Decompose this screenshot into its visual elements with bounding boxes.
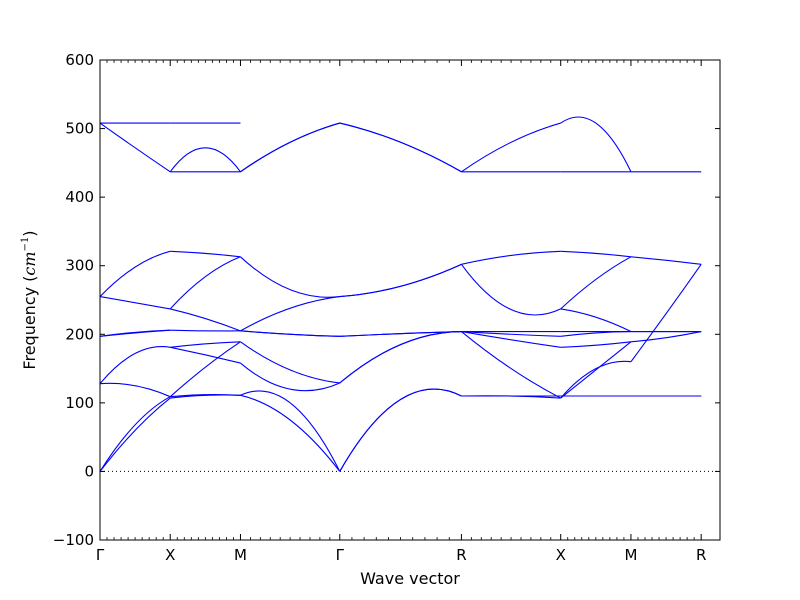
band-branch-5-2: [560, 341, 632, 399]
band-branch-1-5: [170, 329, 241, 332]
band-branch-2-6: [240, 296, 340, 332]
band-branch-4-3: [461, 330, 561, 348]
band-branch-2-3: [240, 362, 340, 392]
band-branch-2-5: [240, 330, 340, 337]
y-tick-label: 400: [65, 188, 94, 206]
band-branch-0-2: [99, 382, 171, 398]
x-tick-label: Γ: [336, 546, 345, 564]
band-branch-6-3: [630, 264, 702, 363]
band-branch-6-2: [630, 331, 702, 343]
band-branch-0-5: [99, 329, 171, 337]
x-tick-label: M: [624, 546, 637, 564]
y-tick-label: 200: [65, 325, 94, 343]
band-branch-3-5: [339, 330, 462, 337]
x-tick-label: Γ: [96, 546, 105, 564]
band-branch-5-11: [560, 116, 632, 173]
band-branch-5-9: [560, 250, 632, 258]
x-tick-label: R: [696, 546, 706, 564]
band-branch-1-6: [170, 308, 241, 332]
band-branch-5-7: [560, 308, 632, 333]
band-branch-6-6: [630, 256, 702, 265]
band-branch-4-7: [461, 250, 561, 265]
band-branch-1-4: [170, 346, 241, 364]
band-branch-0-8: [99, 122, 171, 173]
band-branch-1-8: [170, 250, 241, 258]
band-branch-2-2: [240, 341, 340, 384]
band-branch-3-9: [339, 122, 462, 173]
band-branch-1-3: [170, 341, 241, 348]
band-branch-2-9: [240, 122, 340, 173]
plot-area: [99, 116, 720, 472]
band-branch-0-0: [99, 397, 171, 472]
band-branch-4-6: [460, 264, 561, 316]
band-branch-5-8: [560, 256, 632, 310]
band-branch-0-1: [99, 396, 171, 472]
band-branch-3-1: [339, 388, 462, 472]
x-tick-label: X: [556, 546, 566, 564]
y-tick-label: 300: [65, 257, 94, 275]
band-branch-4-9: [461, 122, 561, 173]
band-branch-3-7: [339, 263, 462, 298]
band-branch-1-2: [169, 341, 241, 398]
y-axis-label: Frequency (cm−1): [20, 230, 39, 369]
axes-frame: [99, 59, 721, 541]
band-branch-5-3: [560, 360, 632, 399]
x-tick-label: M: [234, 546, 247, 564]
y-axis-ticks: −100 0 100 200 300 400 500 600: [53, 51, 720, 549]
y-tick-label: 0: [84, 462, 94, 480]
band-branch-2-1: [240, 390, 341, 472]
band-branch-4-5: [461, 330, 561, 337]
y-tick-label: 600: [65, 51, 94, 69]
band-branch-4-2: [461, 331, 561, 399]
y-tick-label: 500: [65, 120, 94, 138]
y-tick-label: −100: [53, 531, 94, 549]
band-branch-2-7: [240, 256, 340, 298]
band-branch-0-6: [99, 296, 171, 310]
band-branch-4-1: [461, 395, 561, 399]
x-tick-label: X: [165, 546, 175, 564]
band-branch-2-0: [240, 394, 341, 472]
band-branch-0-3: [99, 346, 171, 385]
x-tick-label: R: [456, 546, 466, 564]
x-axis-label: Wave vector: [360, 569, 460, 588]
band-branch-1-10: [169, 147, 241, 173]
band-branch-1-1: [170, 394, 241, 398]
y-tick-label: 100: [65, 394, 94, 412]
band-branch-1-7: [169, 256, 241, 310]
band-branch-5-4: [560, 341, 632, 348]
band-branch-0-7: [99, 250, 171, 297]
